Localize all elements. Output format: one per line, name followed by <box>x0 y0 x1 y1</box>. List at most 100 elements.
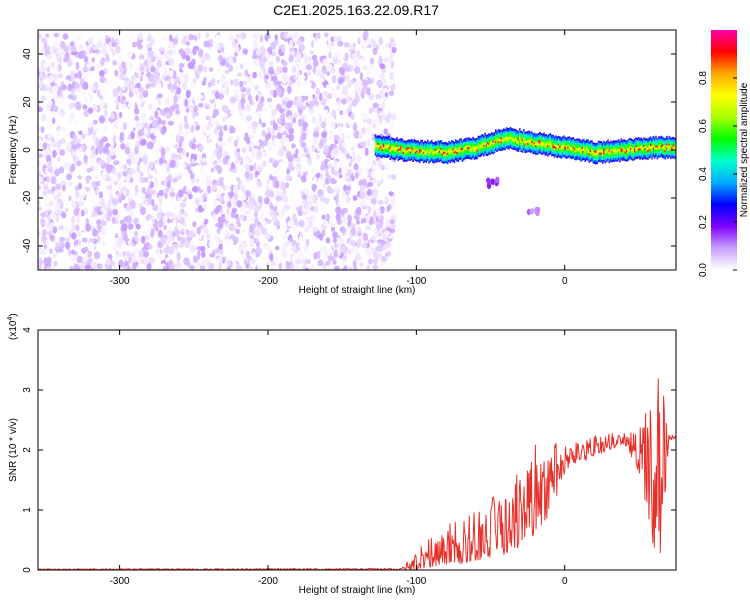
signal-cell <box>397 151 400 154</box>
signal-cell <box>438 146 441 149</box>
noise-cell <box>38 112 42 120</box>
noise-cell <box>204 102 209 108</box>
noise-cell <box>282 204 289 211</box>
signal-cell <box>397 139 400 142</box>
signal-cell <box>559 138 561 141</box>
noise-cell <box>175 134 181 144</box>
signal-cell <box>587 145 589 148</box>
noise-cell <box>195 137 202 143</box>
signal-cell <box>385 140 388 143</box>
noise-cell <box>359 150 364 158</box>
noise-cell <box>235 93 239 102</box>
signal-cell <box>524 145 526 148</box>
noise-cell <box>347 266 354 270</box>
signal-cell <box>567 156 569 158</box>
noise-cell <box>275 87 283 96</box>
signal-cell <box>485 138 488 141</box>
signal-cell <box>446 146 449 149</box>
signal-cell <box>457 159 460 162</box>
noise-cell <box>73 208 80 216</box>
signal-cell <box>470 150 473 152</box>
signal-cell <box>532 152 534 155</box>
noise-cell <box>307 210 311 218</box>
signal-cell <box>509 128 512 131</box>
signal-cell <box>492 152 494 155</box>
noise-cell <box>333 260 337 265</box>
noise-cell <box>189 240 194 245</box>
signal-cell <box>469 149 472 152</box>
signal-cell <box>551 135 553 137</box>
noise-cell <box>169 196 174 203</box>
noise-cell <box>365 195 372 201</box>
noise-cell <box>112 134 117 144</box>
signal-cell <box>462 148 465 151</box>
signal-cell <box>517 134 520 137</box>
signal-cell <box>445 147 448 150</box>
signal-cell <box>470 138 473 141</box>
noise-cell <box>352 122 358 132</box>
signal-cell <box>504 132 506 135</box>
signal-cell <box>517 140 520 143</box>
signal-cell <box>484 150 486 153</box>
noise-cell <box>98 99 105 107</box>
noise-cell <box>245 190 252 197</box>
signal-cell <box>537 144 540 147</box>
signal-cell <box>389 152 392 155</box>
noise-cell <box>233 184 239 193</box>
noise-cell <box>198 233 203 240</box>
signal-cell <box>483 148 485 151</box>
signal-cell <box>389 144 392 147</box>
noise-cell <box>348 137 354 145</box>
noise-cell <box>282 78 287 85</box>
signal-cell <box>385 144 388 147</box>
noise-cell <box>190 172 195 180</box>
noise-cell <box>51 45 56 52</box>
noise-cell <box>292 105 298 113</box>
signal-cell <box>524 133 526 136</box>
noise-cell <box>364 215 371 222</box>
noise-cell <box>326 71 330 76</box>
noise-cell <box>356 246 361 254</box>
signal-cell <box>462 143 465 146</box>
signal-cell <box>588 160 591 163</box>
noise-cell <box>189 105 195 113</box>
signal-cell <box>529 148 532 151</box>
signal-cell <box>489 147 492 149</box>
signal-cell <box>460 138 462 141</box>
signal-cell <box>508 143 510 146</box>
signal-cell <box>450 142 453 145</box>
signal-cell <box>449 161 452 164</box>
signal-cell <box>477 137 480 140</box>
noise-cell <box>118 159 123 166</box>
noise-cell <box>220 141 227 147</box>
noise-cell <box>273 137 280 145</box>
signal-cell <box>505 129 508 132</box>
noise-cell <box>197 32 201 40</box>
noise-cell <box>107 227 115 235</box>
signal-cell <box>544 138 546 141</box>
signal-cell <box>523 131 525 134</box>
noise-cell <box>235 46 240 53</box>
noise-cell <box>190 245 196 252</box>
signal-cell <box>553 136 556 139</box>
signal-cell <box>521 150 524 153</box>
signal-cell <box>555 145 557 147</box>
noise-cell <box>91 210 98 219</box>
noise-cell <box>142 155 148 163</box>
noise-cell <box>356 88 362 95</box>
noise-cell <box>69 265 75 270</box>
signal-cell <box>392 151 394 154</box>
signal-cell <box>541 135 544 138</box>
signal-cell <box>549 144 552 147</box>
signal-cell <box>533 142 536 145</box>
noise-cell <box>53 96 59 102</box>
noise-cell <box>294 200 301 208</box>
noise-cell <box>102 42 107 48</box>
signal-cell <box>476 141 478 144</box>
signal-cell <box>575 152 577 155</box>
signal-cell <box>392 141 394 144</box>
signal-cell <box>409 141 412 144</box>
signal-cell <box>382 135 385 138</box>
signal-cell <box>438 158 441 161</box>
signal-cell <box>390 137 393 140</box>
